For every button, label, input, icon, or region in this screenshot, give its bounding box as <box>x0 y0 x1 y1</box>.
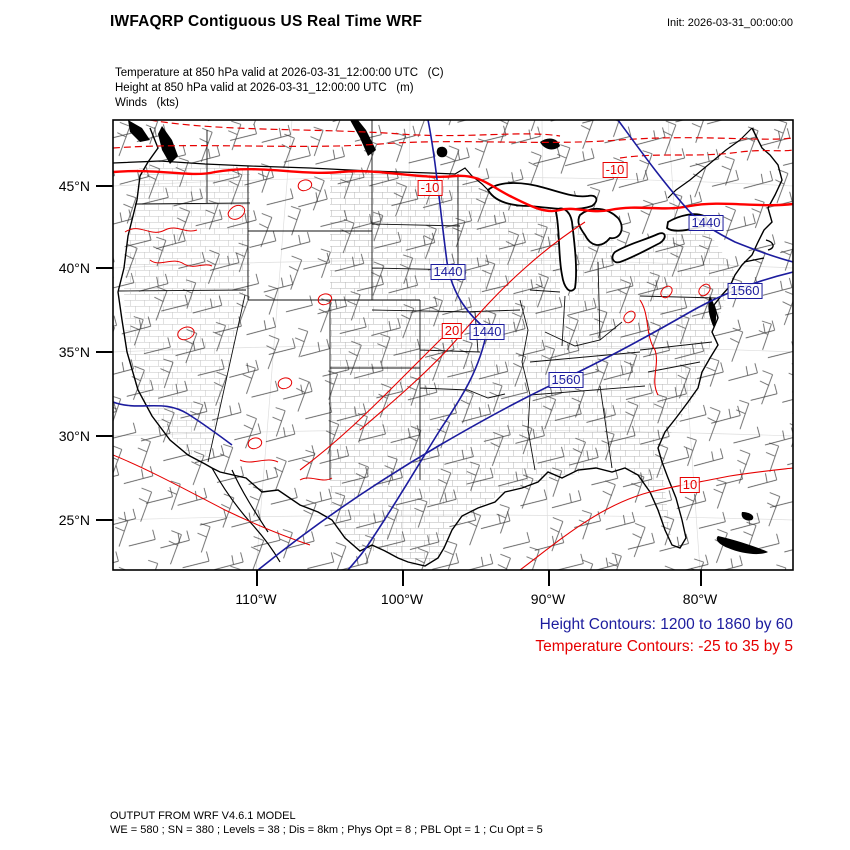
wind-barbs-layer <box>113 120 793 570</box>
lon-tick <box>256 570 258 586</box>
lat-tick-label: 40°N <box>58 260 90 276</box>
lat-tick-label: 35°N <box>58 344 90 360</box>
temp-contour-label: -10 <box>602 162 628 178</box>
islands-and-bays <box>128 120 768 555</box>
height-contour-label: 1560 <box>727 283 763 299</box>
footer-config-line: WE = 580 ; SN = 380 ; Levels = 38 ; Dis … <box>110 824 543 836</box>
lat-tick <box>96 185 113 187</box>
lon-tick <box>700 570 702 586</box>
temperature-contours <box>113 120 793 570</box>
lon-tick-label: 90°W <box>530 591 566 607</box>
legend-temperature-contours: Temperature Contours: -25 to 35 by 5 <box>535 638 793 655</box>
height-contour-label: 1440 <box>688 215 724 231</box>
lon-tick-label: 110°W <box>235 591 277 607</box>
temp-contour-label: 10 <box>679 477 701 493</box>
lat-tick-label: 30°N <box>58 428 90 444</box>
lat-tick-label: 25°N <box>58 512 90 528</box>
height-contour-label: 1440 <box>469 324 505 340</box>
lat-tick <box>96 435 113 437</box>
height-contour-label: 1560 <box>548 372 584 388</box>
lat-tick-label: 45°N <box>58 178 90 194</box>
field-line-height: Height at 850 hPa valid at 2026-03-31_12… <box>115 82 414 94</box>
footer-model-line: OUTPUT FROM WRF V4.6.1 MODEL <box>110 810 296 822</box>
temp-contour-label: 20 <box>441 323 463 339</box>
state-borders <box>117 120 717 480</box>
height-contour-label: 1440 <box>430 264 466 280</box>
field-line-winds: Winds (kts) <box>115 97 179 109</box>
field-line-temperature: Temperature at 850 hPa valid at 2026-03-… <box>115 67 444 79</box>
lat-tick <box>96 351 113 353</box>
map-frame <box>112 119 794 571</box>
great-lakes <box>486 182 708 292</box>
lon-tick <box>548 570 550 586</box>
page-title: IWFAQRP Contiguous US Real Time WRF <box>110 13 423 30</box>
lon-tick-label: 100°W <box>380 591 424 607</box>
lat-tick <box>96 267 113 269</box>
lon-tick-label: 80°W <box>682 591 718 607</box>
lat-tick <box>96 519 113 521</box>
init-time: Init: 2026-03-31_00:00:00 <box>667 17 793 29</box>
temp-contour-label: -10 <box>417 180 443 196</box>
lon-tick <box>402 570 404 586</box>
legend-height-contours: Height Contours: 1200 to 1860 by 60 <box>539 616 793 633</box>
